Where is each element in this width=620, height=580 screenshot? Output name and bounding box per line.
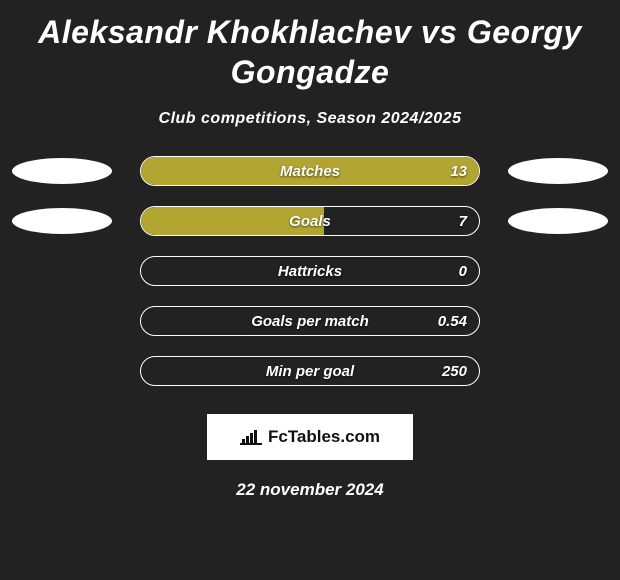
left-oval (12, 158, 112, 184)
logo-text: FcTables.com (268, 427, 380, 447)
stat-bar: Goals7 (140, 206, 480, 236)
stat-bar: Min per goal250 (140, 356, 480, 386)
bar-chart-icon (240, 429, 262, 445)
stat-label: Goals (141, 207, 479, 235)
stat-right-value: 0 (459, 257, 467, 285)
stat-label: Goals per match (141, 307, 479, 335)
left-oval (12, 208, 112, 234)
stat-bar: Hattricks0 (140, 256, 480, 286)
stat-right-value: 7 (459, 207, 467, 235)
stat-label: Matches (141, 157, 479, 185)
stat-right-value: 13 (450, 157, 467, 185)
date-text: 22 november 2024 (0, 480, 620, 500)
stat-bar: Matches13 (140, 156, 480, 186)
comparison-row: Goals per match0.54 (140, 306, 480, 336)
stat-label: Hattricks (141, 257, 479, 285)
comparison-rows: Matches13 Goals7 Hattricks0 Goals per match… (0, 156, 620, 386)
page-title: Aleksandr Khokhlachev vs Georgy Gongadze (0, 0, 620, 92)
comparison-row: Matches13 (12, 156, 608, 186)
comparison-row: Goals7 (12, 206, 608, 236)
stat-right-value: 0.54 (438, 307, 467, 335)
fctables-logo: FcTables.com (207, 414, 413, 460)
stat-right-value: 250 (442, 357, 467, 385)
comparison-row: Min per goal250 (140, 356, 480, 386)
comparison-row: Hattricks0 (140, 256, 480, 286)
right-oval (508, 158, 608, 184)
right-oval (508, 208, 608, 234)
stat-label: Min per goal (141, 357, 479, 385)
page-subtitle: Club competitions, Season 2024/2025 (0, 110, 620, 128)
stat-bar: Goals per match0.54 (140, 306, 480, 336)
